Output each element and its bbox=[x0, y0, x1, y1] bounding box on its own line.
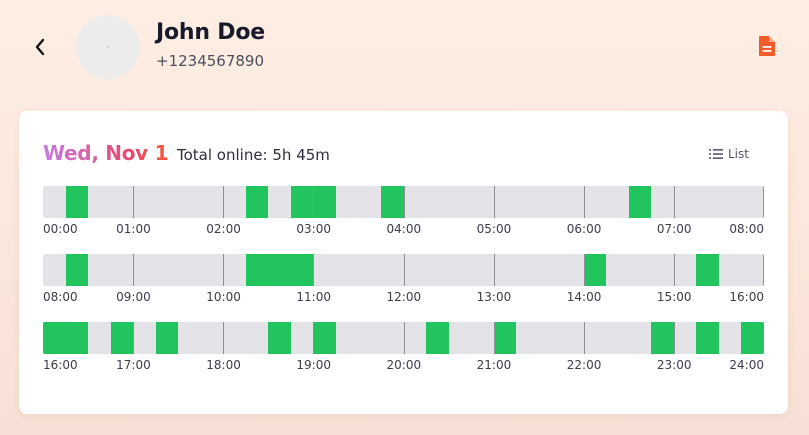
hour-label: 00:00 bbox=[43, 222, 78, 236]
total-online-text: Total online: 5h 45m bbox=[177, 146, 330, 164]
hour-label: 07:00 bbox=[656, 222, 692, 236]
online-segment[interactable] bbox=[380, 186, 404, 218]
hour-tick bbox=[133, 254, 135, 286]
hour-label: 24:00 bbox=[729, 358, 764, 372]
hour-label: 06:00 bbox=[566, 222, 602, 236]
activity-card: Wed, Nov 1 Total online: 5h 45m List 00:… bbox=[19, 111, 788, 414]
chevron-left-icon bbox=[35, 38, 45, 56]
online-segment[interactable] bbox=[628, 186, 652, 218]
hour-tick bbox=[493, 254, 495, 286]
hour-label: 02:00 bbox=[206, 222, 241, 236]
hour-tick bbox=[133, 186, 135, 218]
hour-label: 13:00 bbox=[476, 290, 512, 304]
online-segment[interactable] bbox=[245, 186, 269, 218]
back-button[interactable] bbox=[28, 34, 52, 60]
hour-label: 12:00 bbox=[386, 290, 422, 304]
online-segment[interactable] bbox=[696, 322, 719, 354]
online-segment[interactable] bbox=[651, 322, 674, 354]
online-segment[interactable] bbox=[313, 322, 336, 354]
hour-tick bbox=[493, 186, 495, 218]
online-segment[interactable] bbox=[268, 322, 291, 354]
hour-label: 18:00 bbox=[206, 358, 241, 372]
hour-tick bbox=[583, 186, 585, 218]
online-segment[interactable] bbox=[313, 186, 336, 218]
hour-label: 10:00 bbox=[206, 290, 241, 304]
hour-tick bbox=[403, 254, 405, 286]
hour-label: 09:00 bbox=[116, 290, 151, 304]
hour-label: 21:00 bbox=[476, 358, 512, 372]
online-segment[interactable] bbox=[696, 254, 719, 286]
timeline-track bbox=[43, 322, 764, 354]
hour-labels: 08:00 09:00 10:00 11:00 12:00 13:00 14:00 15:00… bbox=[43, 290, 764, 306]
user-phone: +1234567890 bbox=[156, 52, 265, 70]
hour-label: 23:00 bbox=[656, 358, 692, 372]
online-segment[interactable] bbox=[493, 322, 517, 354]
hour-label: 19:00 bbox=[296, 358, 331, 372]
online-segment[interactable] bbox=[245, 254, 314, 286]
hour-tick bbox=[763, 254, 764, 286]
hour-label: 04:00 bbox=[386, 222, 422, 236]
export-report-button[interactable] bbox=[758, 35, 776, 57]
online-segment[interactable] bbox=[65, 254, 89, 286]
document-icon bbox=[759, 36, 775, 56]
hour-label: 05:00 bbox=[476, 222, 512, 236]
hour-tick bbox=[493, 322, 495, 354]
online-segment[interactable] bbox=[155, 322, 179, 354]
hour-tick bbox=[673, 186, 675, 218]
hour-tick bbox=[583, 254, 585, 286]
list-view-label: List bbox=[728, 147, 749, 161]
hour-label: 03:00 bbox=[296, 222, 331, 236]
online-segment[interactable] bbox=[583, 254, 607, 286]
hour-tick bbox=[223, 186, 225, 218]
hour-label: 17:00 bbox=[116, 358, 151, 372]
hour-tick bbox=[403, 322, 405, 354]
hour-tick bbox=[223, 254, 225, 286]
profile-header: John Doe +1234567890 bbox=[0, 0, 809, 100]
hour-tick bbox=[313, 322, 315, 354]
hour-tick bbox=[673, 254, 675, 286]
timeline-track bbox=[43, 186, 764, 218]
hour-label: 16:00 bbox=[729, 290, 764, 304]
online-segment[interactable] bbox=[741, 322, 764, 354]
hour-label: 14:00 bbox=[566, 290, 602, 304]
list-view-button[interactable]: List bbox=[709, 144, 749, 164]
online-segment[interactable] bbox=[290, 186, 314, 218]
hour-label: 20:00 bbox=[386, 358, 422, 372]
hour-label: 08:00 bbox=[729, 222, 764, 236]
user-name: John Doe bbox=[156, 20, 265, 45]
hour-tick bbox=[223, 322, 225, 354]
hour-tick bbox=[763, 186, 764, 218]
hour-tick bbox=[313, 186, 315, 218]
date-title: Wed, Nov 1 bbox=[43, 141, 169, 165]
hour-label: 22:00 bbox=[566, 358, 602, 372]
online-segment[interactable] bbox=[110, 322, 134, 354]
hour-label: 11:00 bbox=[296, 290, 331, 304]
online-segment[interactable] bbox=[65, 186, 89, 218]
online-segment[interactable] bbox=[426, 322, 449, 354]
hour-tick bbox=[313, 254, 315, 286]
hour-label: 16:00 bbox=[43, 358, 78, 372]
hour-label: 15:00 bbox=[656, 290, 692, 304]
hour-label: 08:00 bbox=[43, 290, 78, 304]
timeline-track bbox=[43, 254, 764, 286]
hour-label: 01:00 bbox=[116, 222, 151, 236]
online-segment[interactable] bbox=[43, 322, 89, 354]
hour-labels: 00:00 01:00 02:00 03:00 04:00 05:00 06:00 07:00… bbox=[43, 222, 764, 238]
hour-tick bbox=[133, 322, 135, 354]
list-icon bbox=[709, 149, 723, 159]
hour-tick bbox=[403, 186, 405, 218]
avatar bbox=[76, 15, 140, 79]
hour-tick bbox=[583, 322, 585, 354]
hour-tick bbox=[673, 322, 675, 354]
hour-labels: 16:00 17:00 18:00 19:00 20:00 21:00 22:00 23:00… bbox=[43, 358, 764, 374]
hour-tick bbox=[763, 322, 764, 354]
